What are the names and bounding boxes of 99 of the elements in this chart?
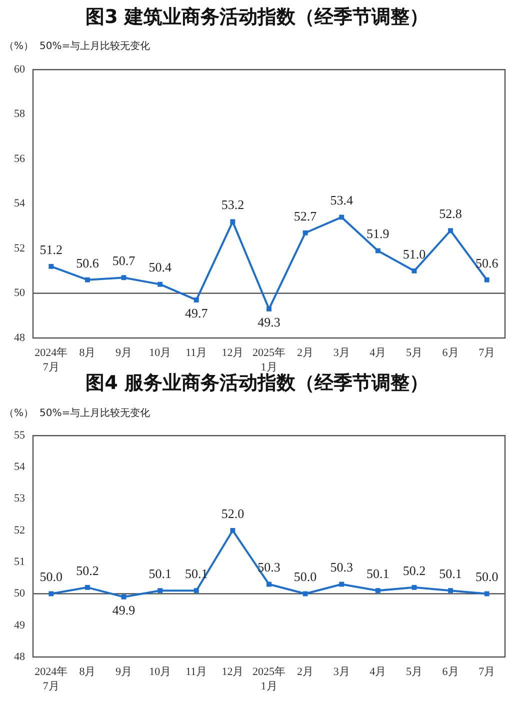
y-tick-label: 52 — [14, 524, 25, 536]
x-tick-label: 3月 — [333, 347, 350, 360]
point — [484, 277, 490, 282]
x-tick-label: 4月 — [370, 666, 386, 678]
point — [158, 282, 163, 287]
y-tick-label: 52 — [14, 242, 25, 254]
point — [448, 588, 454, 594]
x-tick-label: 12月 — [222, 666, 244, 678]
x-tick-label: 7月 — [478, 347, 496, 360]
data-label: 50.6 — [76, 255, 100, 270]
text: 50%=与上月比较无变化 — [40, 41, 150, 52]
x-tick-label: 5月 — [406, 347, 422, 360]
y-tick-label: 49 — [14, 619, 26, 632]
x-tick-label: 10月 — [149, 666, 172, 678]
x-tick-label: 6月 — [442, 347, 459, 360]
x-tick-label: 2025年 1月 — [252, 347, 286, 374]
y-tick-label: 58 — [14, 108, 26, 120]
point — [48, 591, 54, 596]
text: 50%=与上月比较无变化 — [40, 408, 150, 419]
data-label: 53.4 — [330, 192, 354, 208]
data-label: 49.3 — [258, 314, 280, 330]
data-label: 49.9 — [112, 602, 136, 618]
y-tick-label: 55 — [14, 429, 26, 442]
point — [84, 277, 90, 282]
data-label: 50.1 — [439, 566, 462, 581]
x-tick-label: 8月 — [79, 666, 96, 678]
x-tick-label: 11月 — [186, 347, 208, 360]
x-tick-label: 9月 — [116, 347, 132, 360]
x-tick-label: 9月 — [116, 666, 132, 678]
point — [375, 588, 380, 594]
data-label: 50.1 — [366, 566, 390, 581]
point — [302, 591, 308, 596]
data-label: 51.0 — [402, 246, 426, 262]
point — [84, 584, 90, 590]
data-label: 51.2 — [40, 242, 63, 257]
y-tick-label: 54 — [14, 461, 26, 474]
x-tick-label: 7月 — [478, 666, 496, 678]
point — [339, 582, 344, 587]
x-tick-label: 6月 — [442, 666, 459, 678]
y-tick-label: 60 — [14, 63, 26, 76]
point — [412, 584, 417, 590]
point — [375, 248, 380, 254]
x-tick-label: 2025年 1月 — [252, 666, 286, 692]
point — [484, 591, 490, 596]
data-label: 50.3 — [258, 560, 280, 575]
point — [194, 588, 199, 594]
point — [339, 214, 344, 220]
x-tick-label: 5月 — [406, 666, 422, 678]
data-label: 53.2 — [221, 197, 244, 212]
x-tick-label: 2月 — [297, 347, 314, 360]
point — [412, 268, 417, 274]
data-label: 50.7 — [112, 253, 136, 268]
data-label: 50.6 — [475, 255, 499, 270]
point — [266, 582, 272, 587]
y-tick-label: 56 — [14, 152, 26, 165]
data-label: 50.3 — [330, 560, 353, 575]
point — [302, 230, 308, 236]
data-label: 50.1 — [148, 566, 172, 581]
y-tick-label: 48 — [14, 650, 26, 663]
y-axis-title: （%） — [4, 408, 34, 419]
point — [194, 298, 199, 302]
y-tick-label: 51 — [14, 556, 25, 568]
x-tick-label: 11月 — [186, 666, 208, 678]
data-label: 50.0 — [475, 569, 498, 584]
data-label: 50.2 — [402, 562, 426, 578]
data-label: 50.0 — [40, 569, 63, 584]
data-label: 49.7 — [185, 305, 208, 320]
point — [158, 588, 163, 594]
x-tick-label: 2024年 7月 — [34, 666, 68, 692]
chart-title: 图4 服务业商务活动指数（经季节调整） — [86, 372, 428, 394]
chart-title: 图3 建筑业商务活动指数（经季节调整） — [84, 5, 430, 29]
y-tick-label: 50 — [14, 287, 26, 300]
y-axis-title: （%） — [4, 41, 34, 52]
data-label: 50.0 — [294, 569, 317, 584]
x-tick-label: 4月 — [370, 347, 386, 360]
point — [230, 219, 236, 224]
x-tick-label: 8月 — [79, 347, 96, 360]
data-label: 52.8 — [439, 206, 462, 222]
data-label: 52.0 — [221, 506, 244, 521]
data-label: 50.2 — [76, 562, 99, 578]
point — [266, 306, 272, 312]
point — [230, 528, 236, 533]
y-tick-label: 50 — [14, 588, 26, 600]
data-label: 52.7 — [294, 208, 318, 224]
y-tick-label: 53 — [14, 492, 26, 505]
data-label: 51.9 — [366, 226, 390, 242]
x-tick-label: 2024年 7月 — [34, 347, 68, 374]
point — [448, 228, 454, 234]
x-tick-label: 12月 — [222, 347, 244, 360]
x-tick-label: 3月 — [333, 666, 350, 678]
x-tick-label: 10月 — [149, 347, 172, 360]
data-label: 50.4 — [148, 260, 172, 275]
point — [48, 264, 54, 269]
y-tick-label: 48 — [14, 332, 26, 344]
point — [121, 594, 126, 600]
data-label: 50.1 — [185, 566, 208, 581]
point — [121, 275, 126, 280]
x-tick-label: 2月 — [297, 666, 314, 678]
y-tick-label: 54 — [14, 198, 26, 210]
